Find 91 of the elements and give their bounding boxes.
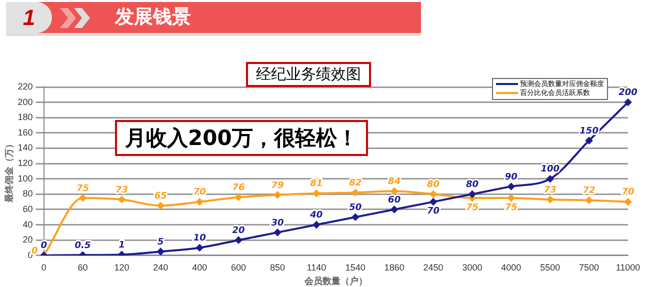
point: [508, 183, 515, 190]
data-label: 150: [580, 126, 598, 136]
data-label: 82: [349, 178, 362, 188]
annotation: 月收入200万，很轻松！: [115, 120, 368, 156]
y-tick-label: 180: [18, 112, 33, 122]
x-tick-label: 2450: [423, 262, 444, 272]
point: [79, 194, 86, 202]
data-label: 79: [271, 180, 284, 191]
x-axis-title: 会员数量（户）: [303, 276, 368, 286]
y-tick-label: 60: [22, 204, 33, 214]
point: [624, 198, 632, 206]
point: [352, 189, 359, 196]
data-label: 70: [622, 188, 634, 198]
data-label: 10: [193, 234, 206, 244]
point: [157, 248, 164, 256]
y-tick-label: 140: [18, 142, 33, 153]
data-label: 84: [388, 176, 401, 187]
x-tick-label: 240: [153, 262, 168, 272]
data-label: 90: [504, 172, 518, 182]
point: [352, 214, 359, 221]
x-tick-label: 60: [78, 262, 88, 272]
data-label: 75: [466, 202, 478, 213]
point: [312, 221, 320, 228]
point: [390, 206, 398, 213]
x-tick-label: 600: [231, 262, 246, 272]
x-tick-label: 850: [270, 262, 286, 272]
point: [312, 190, 320, 197]
y-tick-label: 80: [22, 188, 33, 199]
x-tick-label: 1860: [384, 262, 404, 272]
point: [235, 236, 242, 244]
data-label: 30: [271, 218, 284, 228]
x-tick-label: 1540: [345, 262, 366, 272]
point: [430, 198, 437, 206]
data-label: 50: [349, 202, 362, 213]
y-tick-label: 200: [18, 96, 33, 107]
text: 1: [6, 2, 52, 33]
x-tick-label: 1140: [306, 262, 326, 272]
data-label: 70: [427, 206, 440, 217]
data-label: 60: [388, 195, 401, 206]
point: [196, 198, 204, 206]
point: [546, 175, 554, 182]
data-label: 20: [232, 226, 245, 236]
y-tick-label: 40: [22, 219, 33, 230]
data-label: 75: [76, 184, 90, 194]
y-tick-label: 220: [18, 81, 33, 92]
data-label: 100: [540, 164, 560, 175]
data-label: 73: [544, 185, 556, 196]
data-label: 0: [40, 241, 47, 252]
point: [390, 188, 398, 195]
y-axis-title: 最终佣金（万）: [4, 140, 14, 204]
data-label: 70: [193, 188, 206, 198]
point: [235, 194, 242, 201]
point: [274, 191, 281, 198]
data-label: 65: [154, 191, 167, 202]
x-tick-label: 7500: [579, 262, 600, 272]
data-label: 80: [427, 180, 440, 190]
point: [546, 196, 554, 204]
data-label: 1: [118, 240, 125, 250]
chart-title: 经纪业务绩效图: [246, 62, 371, 87]
point: [586, 137, 593, 144]
y-tick-label: 100: [18, 173, 33, 184]
y-tick-label: 160: [18, 127, 33, 138]
x-tick-label: 11000: [616, 262, 640, 272]
data-label: 75: [504, 202, 518, 213]
point: [118, 196, 126, 204]
point: [196, 244, 204, 252]
x-tick-label: 0: [41, 262, 46, 272]
x-tick-label: 120: [114, 262, 130, 272]
point: [624, 98, 632, 106]
point: [157, 202, 164, 210]
x-tick-label: 3000: [462, 262, 482, 272]
data-label: 81: [310, 179, 323, 190]
point: [274, 228, 281, 236]
text: 发展钱景: [115, 5, 191, 30]
x-tick-label: 5500: [540, 262, 560, 272]
point: [430, 190, 437, 198]
point: [468, 190, 476, 198]
data-label: 76: [232, 183, 245, 194]
point: [586, 196, 593, 204]
y-tick-label: 120: [18, 158, 33, 168]
y-tick-label: 20: [22, 234, 33, 245]
data-label: 5: [158, 237, 164, 248]
data-label: 80: [466, 180, 478, 190]
data-label: 73: [115, 185, 128, 196]
x-tick-label: 4000: [501, 262, 522, 272]
data-label: 40: [309, 210, 323, 221]
data-label: 72: [582, 186, 596, 196]
x-tick-label: 400: [192, 262, 208, 272]
data-label: 0.5: [74, 240, 91, 251]
data-label: 200: [618, 88, 638, 98]
point: [508, 194, 515, 202]
